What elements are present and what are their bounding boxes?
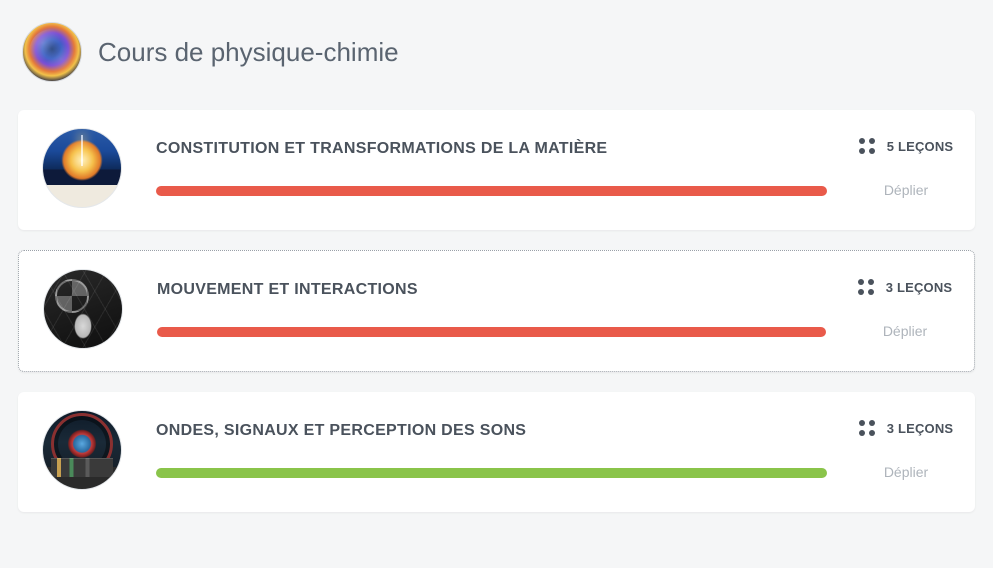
- section-meta: 5 LEÇONS: [859, 138, 954, 154]
- section-main: ONDES, SIGNAUX ET PERCEPTION DES SONS: [156, 422, 827, 478]
- page-title: Cours de physique-chimie: [98, 37, 399, 68]
- section-title: ONDES, SIGNAUX ET PERCEPTION DES SONS: [156, 422, 827, 440]
- section-thumbnail: [43, 269, 123, 349]
- progress-bar: [156, 186, 827, 196]
- section-main: MOUVEMENT ET INTERACTIONS: [157, 281, 826, 337]
- section-side: 3 LEÇONS Déplier: [861, 420, 951, 480]
- expand-button[interactable]: Déplier: [883, 323, 927, 339]
- section-meta: 3 LEÇONS: [858, 279, 953, 295]
- lesson-count-number: 5: [887, 139, 894, 154]
- course-avatar: [22, 22, 82, 82]
- section-title: MOUVEMENT ET INTERACTIONS: [157, 281, 826, 299]
- progress-bar: [157, 327, 826, 337]
- lesson-count-label: LEÇONS: [898, 139, 953, 154]
- lesson-count-label: LEÇONS: [897, 280, 952, 295]
- section-side: 3 LEÇONS Déplier: [860, 279, 950, 339]
- drag-handle-icon[interactable]: [858, 279, 874, 295]
- lesson-count-number: 3: [887, 421, 894, 436]
- drag-handle-icon[interactable]: [859, 420, 875, 436]
- section-meta: 3 LEÇONS: [859, 420, 954, 436]
- lesson-count-number: 3: [886, 280, 893, 295]
- expand-button[interactable]: Déplier: [884, 464, 928, 480]
- section-card[interactable]: MOUVEMENT ET INTERACTIONS 3 LEÇONS Dépli…: [18, 250, 975, 372]
- page-header: Cours de physique-chimie: [18, 0, 975, 110]
- lesson-count: 5 LEÇONS: [887, 139, 954, 154]
- progress-bar: [156, 468, 827, 478]
- lesson-count: 3 LEÇONS: [886, 280, 953, 295]
- lesson-count-label: LEÇONS: [898, 421, 953, 436]
- lesson-count: 3 LEÇONS: [887, 421, 954, 436]
- section-main: CONSTITUTION ET TRANSFORMATIONS DE LA MA…: [156, 140, 827, 196]
- drag-handle-icon[interactable]: [859, 138, 875, 154]
- expand-button[interactable]: Déplier: [884, 182, 928, 198]
- section-title: CONSTITUTION ET TRANSFORMATIONS DE LA MA…: [156, 140, 827, 158]
- section-card[interactable]: CONSTITUTION ET TRANSFORMATIONS DE LA MA…: [18, 110, 975, 230]
- section-thumbnail: [42, 128, 122, 208]
- section-list: CONSTITUTION ET TRANSFORMATIONS DE LA MA…: [18, 110, 975, 512]
- section-card[interactable]: ONDES, SIGNAUX ET PERCEPTION DES SONS 3 …: [18, 392, 975, 512]
- course-page: Cours de physique-chimie CONSTITUTION ET…: [0, 0, 993, 512]
- section-thumbnail: [42, 410, 122, 490]
- section-side: 5 LEÇONS Déplier: [861, 138, 951, 198]
